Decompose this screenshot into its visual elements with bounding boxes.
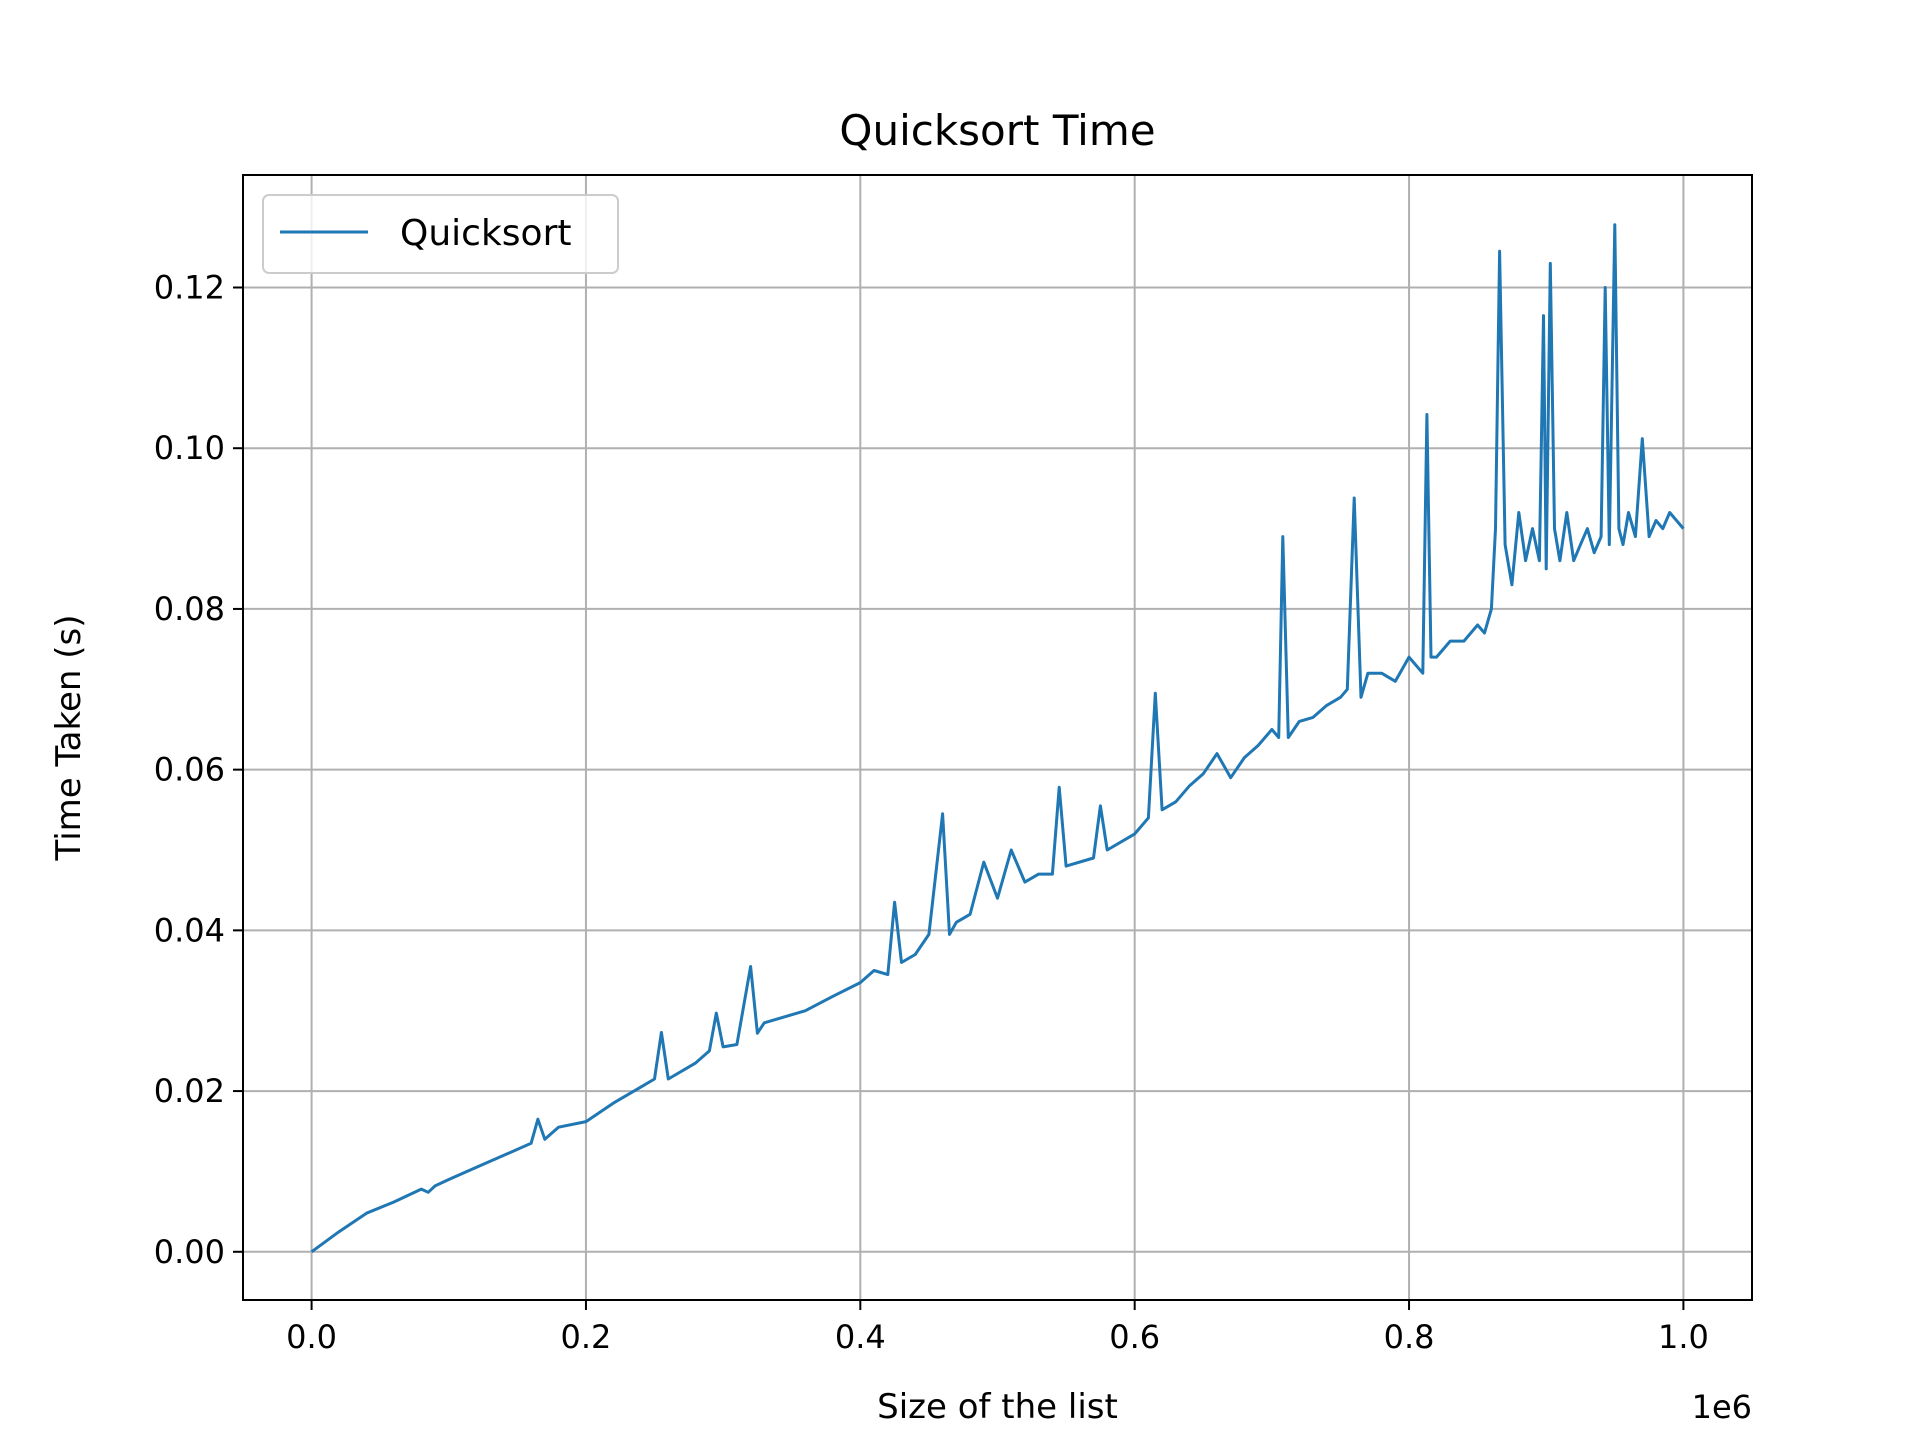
y-tick-label: 0.10 (154, 429, 225, 467)
chart-title: Quicksort Time (839, 106, 1155, 155)
y-tick-label: 0.08 (154, 590, 225, 628)
x-tick-label: 0.6 (1109, 1318, 1160, 1356)
series-layer (310, 223, 1685, 1254)
x-tick-label: 1.0 (1658, 1318, 1709, 1356)
x-tick-label: 0.2 (561, 1318, 612, 1356)
x-tick-label: 0.0 (286, 1318, 337, 1356)
y-axis-title: Time Taken (s) (49, 615, 89, 862)
legend-label-quicksort: Quicksort (400, 213, 572, 254)
legend-box (262, 194, 619, 274)
ticks: 0.0 0.2 0.4 0.6 0.8 1.0 0.00 0.02 0.04 0.06 0.08 0.… (154, 269, 1709, 1357)
legend: Quicksort (262, 194, 619, 274)
grid (243, 175, 1752, 1300)
y-tick-label: 0.00 (154, 1233, 225, 1271)
y-tick-label: 0.02 (154, 1072, 225, 1110)
x-axis-title: Size of the list (877, 1387, 1118, 1427)
plot-frame (242, 174, 1753, 1301)
y-tick-label: 0.12 (154, 269, 225, 307)
series-line-quicksort (310, 223, 1685, 1254)
x-tick-label: 0.4 (835, 1318, 886, 1356)
x-axis-offset-label: 1e6 (1692, 1388, 1752, 1426)
x-tick-label: 0.8 (1384, 1318, 1435, 1356)
y-tick-label: 0.04 (154, 911, 225, 949)
y-tick-label: 0.06 (154, 751, 225, 789)
